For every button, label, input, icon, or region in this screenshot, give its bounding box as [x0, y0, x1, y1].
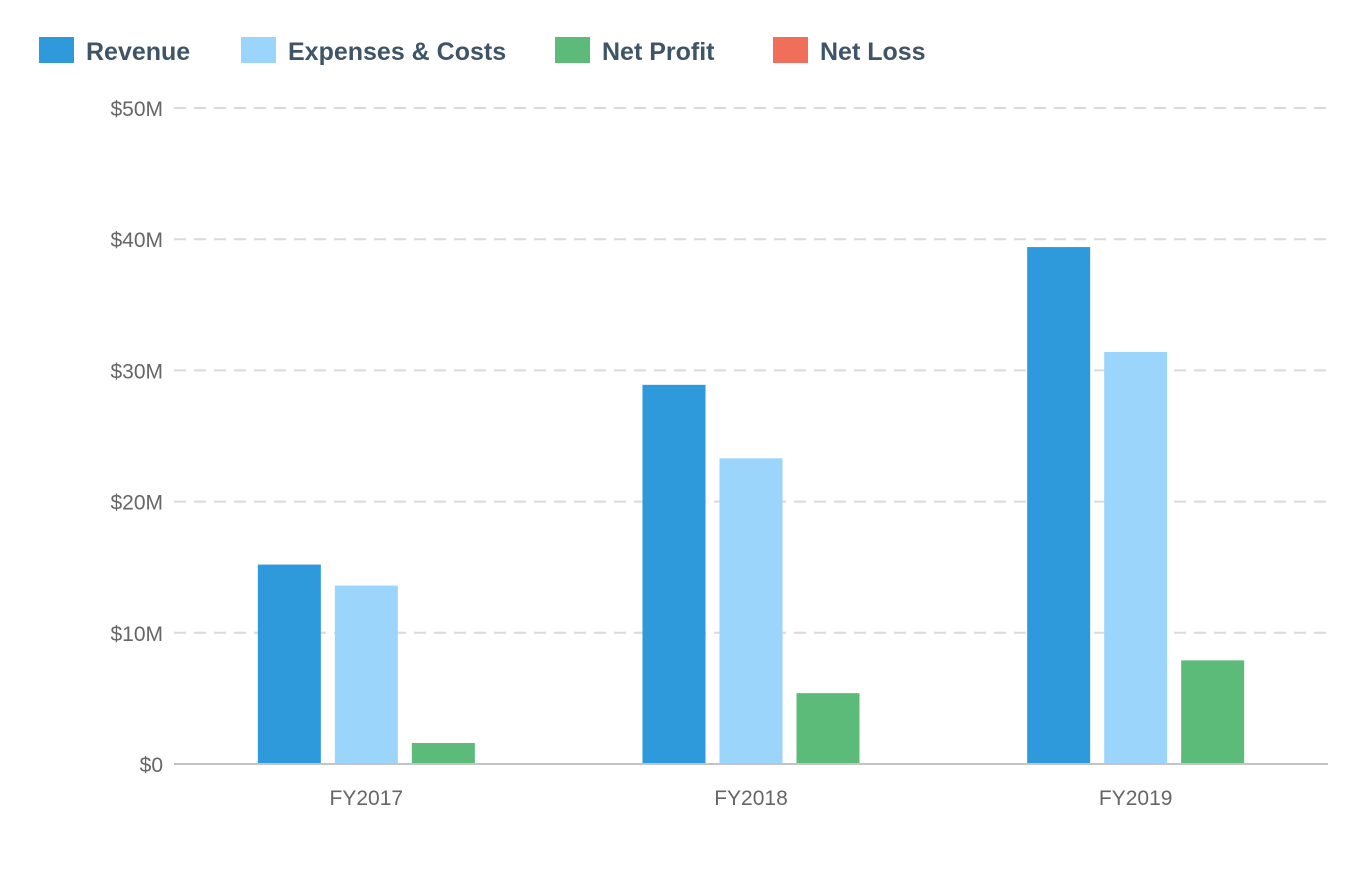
y-tick-label: $10M	[110, 623, 163, 646]
y-tick-label: $40M	[110, 229, 163, 252]
bar-expenses-costs-fy2017[interactable]	[334, 585, 398, 764]
bar-net-profit-fy2017[interactable]	[411, 743, 475, 764]
bar-revenue-fy2018[interactable]	[642, 384, 706, 764]
bar-revenue-fy2017[interactable]	[257, 564, 321, 764]
legend-label-revenue: Revenue	[86, 38, 191, 66]
bar-net-profit-fy2018[interactable]	[796, 693, 860, 764]
bar-expenses-costs-fy2019[interactable]	[1104, 352, 1168, 764]
y-tick-label: $20M	[110, 492, 163, 515]
x-tick-label: FY2018	[714, 787, 788, 810]
legend-label-expenses: Expenses & Costs	[288, 38, 507, 66]
y-tick-label: $0	[140, 754, 163, 777]
y-tick-label: $50M	[110, 98, 163, 121]
y-tick-label: $30M	[110, 360, 163, 383]
legend-swatch-revenue	[39, 37, 74, 63]
bar-expenses-costs-fy2018[interactable]	[719, 458, 783, 764]
bar-net-profit-fy2019[interactable]	[1181, 660, 1245, 764]
legend-label-net-loss: Net Loss	[820, 38, 926, 66]
legend-label-net-profit: Net Profit	[602, 38, 715, 66]
x-tick-label: FY2017	[330, 787, 404, 810]
legend-swatch-expenses	[241, 37, 276, 63]
bar-revenue-fy2019[interactable]	[1027, 247, 1091, 764]
x-tick-label: FY2019	[1099, 787, 1173, 810]
legend-swatch-net-loss	[773, 37, 808, 63]
legend-swatch-net-profit	[555, 37, 590, 63]
